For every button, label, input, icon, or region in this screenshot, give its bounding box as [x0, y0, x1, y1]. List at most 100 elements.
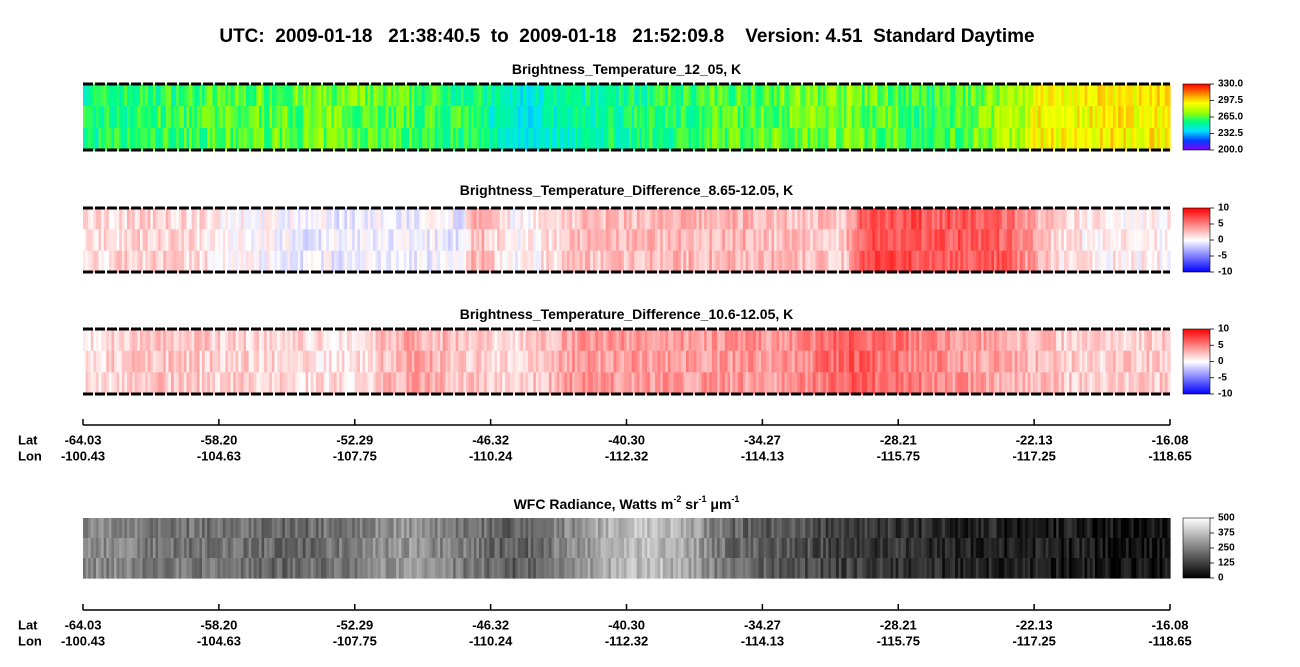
image-strip [600, 208, 604, 230]
image-strip [709, 518, 713, 539]
image-strip [859, 558, 863, 579]
image-strip [970, 106, 974, 129]
image-strip [279, 250, 283, 273]
image-strip [390, 538, 395, 559]
image-strip [895, 518, 899, 539]
image-strip [209, 558, 214, 579]
image-strip [678, 372, 682, 395]
image-strip [422, 558, 426, 579]
image-strip [158, 250, 162, 273]
image-strip [613, 250, 617, 273]
image-strip [437, 128, 441, 151]
image-strip [1102, 350, 1106, 373]
image-strip [284, 229, 289, 252]
image-strip [243, 250, 247, 273]
image-strip [877, 229, 881, 252]
image-strip [1131, 250, 1135, 273]
image-strip [437, 106, 441, 129]
image-strip [1009, 250, 1013, 273]
image-strip [841, 84, 845, 107]
image-strip [758, 84, 762, 107]
image-strip [569, 106, 573, 129]
image-strip [975, 106, 980, 129]
image-strip [155, 229, 159, 252]
image-strip [587, 329, 591, 352]
image-strip [1100, 84, 1104, 107]
image-strip [556, 329, 560, 352]
image-strip [434, 350, 439, 373]
image-strip [186, 329, 190, 352]
image-strip [1004, 329, 1008, 352]
image-strip [95, 208, 100, 230]
image-strip [103, 558, 107, 579]
image-strip [683, 208, 687, 230]
image-strip [328, 250, 333, 273]
title-part: WFC Radiance, Watts m [514, 496, 674, 512]
image-strip [732, 229, 736, 252]
image-strip [880, 558, 884, 579]
image-strip [1038, 350, 1042, 373]
image-strip [116, 106, 120, 129]
image-strip [815, 208, 819, 230]
image-strip [1131, 229, 1135, 252]
image-strip [528, 538, 532, 559]
image-strip [183, 84, 188, 107]
image-strip [898, 250, 902, 273]
image-strip [771, 538, 775, 559]
image-strip [85, 250, 89, 273]
image-strip [168, 538, 172, 559]
image-strip [722, 329, 726, 352]
image-strip [1159, 84, 1163, 107]
image-strip [828, 106, 832, 129]
image-strip [574, 106, 578, 129]
image-strip [825, 329, 829, 352]
image-strip [1066, 208, 1070, 230]
image-strip [642, 350, 646, 373]
image-strip [121, 558, 126, 579]
image-strip [124, 229, 128, 252]
image-strip [621, 538, 625, 559]
image-strip [1004, 229, 1008, 252]
image-strip [843, 84, 848, 107]
image-strip [605, 518, 609, 539]
image-strip [913, 250, 917, 273]
image-strip [1058, 106, 1062, 129]
image-strip [670, 208, 674, 230]
image-strip [631, 229, 635, 252]
image-strip [292, 84, 296, 107]
image-strip [838, 84, 842, 107]
image-strip [150, 106, 154, 129]
image-strip [662, 84, 666, 107]
image-strip [279, 208, 283, 230]
image-strip [823, 84, 827, 107]
image-strip [745, 518, 749, 539]
image-strip [150, 329, 154, 352]
image-strip [727, 208, 731, 230]
image-strip [494, 84, 498, 107]
image-strip [409, 208, 413, 230]
image-strip [196, 250, 201, 273]
image-strip [572, 128, 576, 151]
image-strip [631, 128, 635, 151]
image-strip [598, 372, 602, 395]
image-strip [432, 538, 436, 559]
image-strip [460, 208, 465, 230]
image-strip [595, 538, 599, 559]
image-strip [882, 84, 886, 107]
image-strip [639, 518, 643, 539]
image-strip [390, 329, 395, 352]
image-strip [559, 558, 563, 579]
image-strip [569, 372, 573, 395]
image-strip [295, 350, 299, 373]
image-strip [846, 208, 850, 230]
image-strip [574, 208, 578, 230]
image-strip [1154, 84, 1158, 107]
image-strip [592, 208, 597, 230]
image-strip [370, 208, 374, 230]
image-strip [220, 329, 224, 352]
image-strip [916, 538, 920, 559]
image-strip [582, 84, 586, 107]
image-strip [422, 538, 426, 559]
image-strip [507, 84, 511, 107]
image-strip [222, 329, 226, 352]
